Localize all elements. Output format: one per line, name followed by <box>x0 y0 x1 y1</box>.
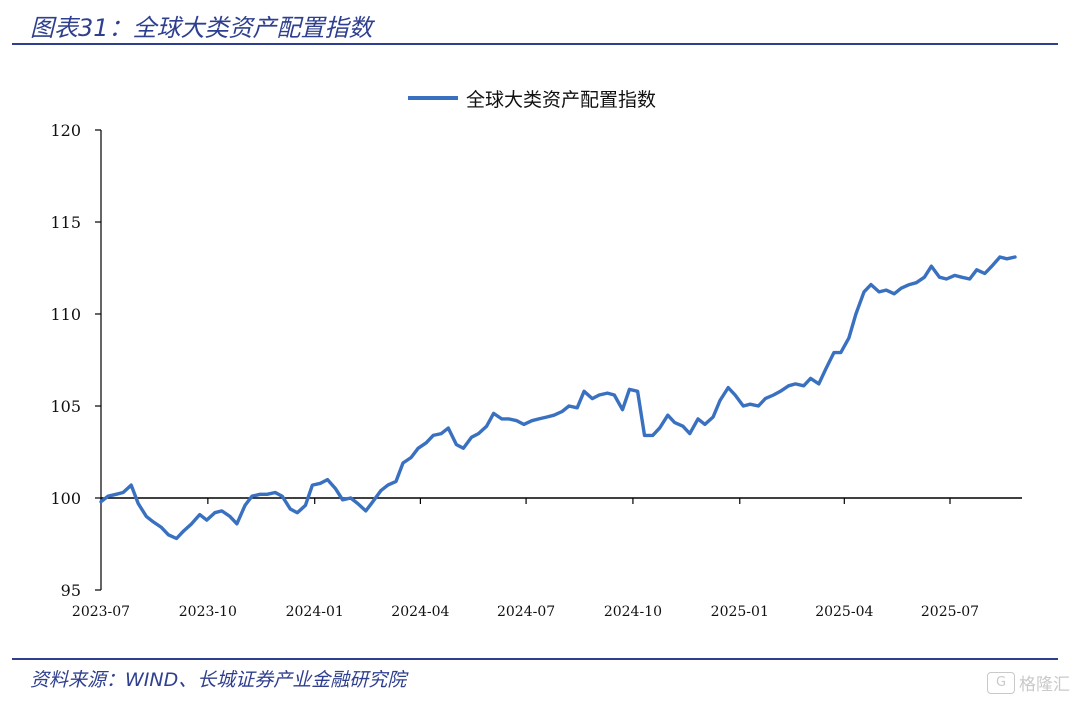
y-tick-label: 115 <box>50 213 81 232</box>
y-tick-label: 105 <box>50 397 81 416</box>
y-tick-label: 120 <box>50 121 81 140</box>
source-note: 资料来源：WIND、长城证券产业金融研究院 <box>30 669 407 691</box>
chart-legend: 全球大类资产配置指数 <box>408 86 657 111</box>
x-tick-label: 2024-04 <box>391 604 449 620</box>
y-tick-label: 110 <box>50 305 81 324</box>
x-tick-label: 2025-07 <box>921 604 979 620</box>
watermark: G 格隆汇 <box>987 670 1070 695</box>
x-tick-label: 2024-01 <box>286 604 344 620</box>
x-tick-label: 2025-04 <box>815 604 873 620</box>
x-axis: 2023-07 2023-10 2024-01 2024-04 2024-07 2024-… <box>72 497 1022 620</box>
legend-label: 全球大类资产配置指数 <box>466 88 657 111</box>
y-tick-label: 100 <box>50 489 81 508</box>
series-layer <box>99 255 1017 541</box>
x-tick-label: 2023-10 <box>179 604 237 620</box>
series-line-0 <box>99 255 1017 541</box>
figure-title: 图表31：全球大类资产配置指数 <box>30 14 373 42</box>
x-tick-label: 2024-10 <box>604 604 662 620</box>
x-tick-label: 2023-07 <box>72 604 130 620</box>
watermark-logo-icon: G <box>987 671 1015 694</box>
source-rule <box>12 658 1058 660</box>
y-tick-label: 95 <box>61 581 81 600</box>
x-tick-label: 2025-01 <box>711 604 769 620</box>
x-tick-label: 2024-07 <box>497 604 555 620</box>
legend-swatch <box>408 96 458 100</box>
watermark-text: 格隆汇 <box>1019 675 1070 695</box>
y-axis: 95 100 105 110 115 120 <box>50 121 102 600</box>
title-rule <box>12 43 1058 45</box>
